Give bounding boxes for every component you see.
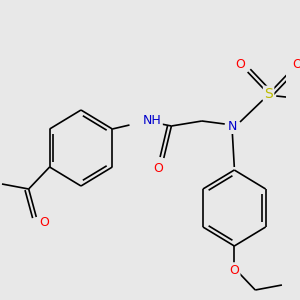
Text: O: O (153, 161, 163, 175)
Text: NH: NH (143, 115, 162, 128)
Text: N: N (228, 119, 237, 133)
Text: S: S (264, 87, 273, 101)
Text: O: O (39, 217, 49, 230)
Text: O: O (292, 58, 300, 70)
Text: O: O (235, 58, 245, 70)
Text: O: O (230, 263, 239, 277)
